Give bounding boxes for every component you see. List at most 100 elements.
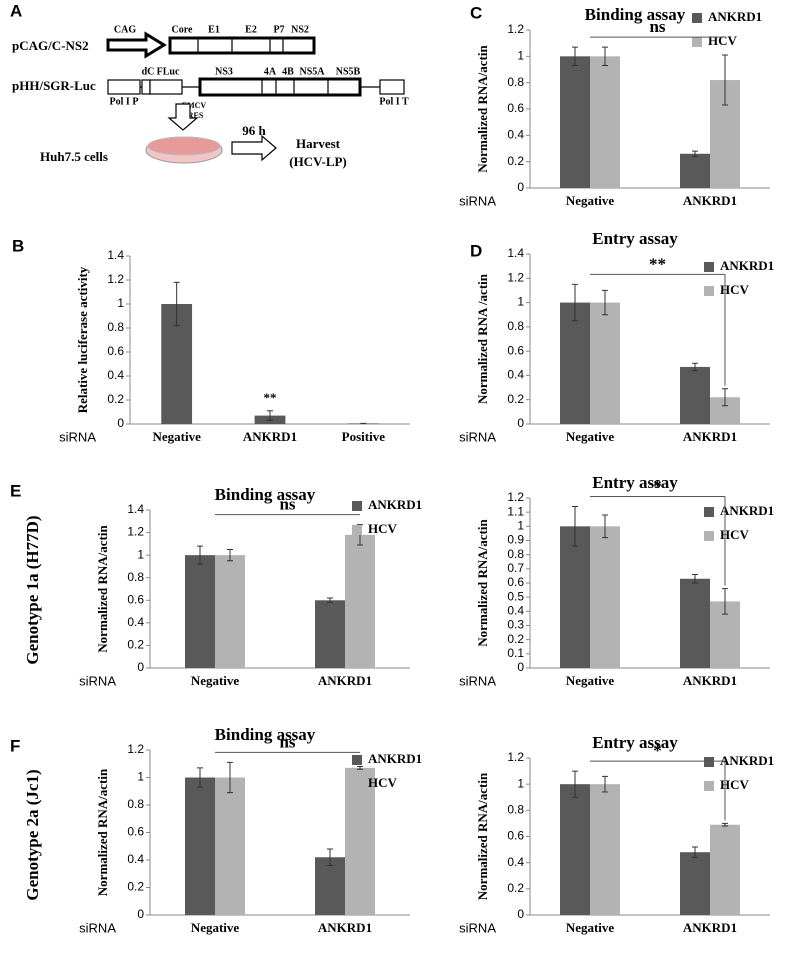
y-tick-label: 1.2 (507, 490, 524, 504)
y-tick-label: 1.2 (507, 270, 524, 284)
gene-label: P7 (273, 24, 284, 35)
y-tick-label: 1.2 (127, 742, 144, 756)
row-label: Genotype 2a (Jc1) (23, 769, 42, 900)
terminator-box (379, 79, 405, 95)
y-tick-label: 0.3 (507, 618, 524, 632)
x-tick-label: ANKRD1 (683, 920, 737, 935)
error-bar (572, 506, 578, 547)
panel-label: D (470, 241, 482, 260)
annotation: ns (279, 495, 295, 514)
y-tick-label: 0.7 (507, 561, 524, 575)
legend-swatch (692, 37, 702, 47)
y-axis-label: Normalized RNA/actin (475, 519, 490, 647)
y-tick-label: 0 (517, 180, 524, 194)
bar (590, 56, 620, 189)
error-bar (197, 767, 203, 788)
x-axis-label: siRNA (459, 429, 496, 444)
y-tick-label: 1 (117, 296, 124, 310)
error-bar (692, 150, 698, 157)
gene-label: 4B (282, 66, 294, 77)
chart: C Binding assay Normalized RNA/actin siRNA 0… (459, 3, 770, 208)
error-bar (173, 281, 180, 327)
gene-label: dC (142, 66, 155, 77)
y-tick-label: 0 (517, 660, 524, 674)
y-tick-label: 0.8 (507, 75, 524, 89)
error-bar (572, 770, 578, 798)
gene-box (168, 36, 316, 55)
y-axis-label: Normalized RNA/actin (475, 772, 490, 900)
y-tick-label: 0.4 (507, 604, 524, 618)
legend-label: HCV (708, 33, 738, 48)
error-bar (722, 822, 728, 827)
legend-label: HCV (720, 777, 750, 792)
y-tick-label: 0.1 (507, 646, 524, 660)
bar (345, 767, 375, 915)
bar (185, 555, 215, 668)
legend-label: ANKRD1 (720, 503, 774, 518)
annotation: ns (649, 17, 665, 36)
promoter-arrow (106, 31, 167, 59)
time-label: 96 h (242, 123, 266, 138)
gene-dividers (197, 38, 284, 53)
error-bar (572, 283, 578, 322)
y-tick-label: 0.9 (507, 533, 524, 547)
y-tick-label: 0.2 (507, 881, 524, 895)
y-tick-label: 0.6 (507, 575, 524, 589)
legend-label: ANKRD1 (368, 497, 422, 512)
plasmid-label: pCAG/C-NS2 (12, 38, 89, 53)
y-tick-label: 0.4 (507, 855, 524, 869)
chart-title: Entry assay (592, 733, 678, 752)
annotation: * (653, 741, 662, 760)
chart-title: Binding assay (215, 485, 316, 504)
panel-label: A (10, 1, 22, 20)
bar (560, 526, 590, 668)
legend-swatch (704, 262, 714, 272)
plasmid-label: pHH/SGR-Luc (12, 78, 96, 93)
y-tick-label: 1 (137, 770, 144, 784)
y-tick-label: 0.2 (107, 392, 124, 406)
error-bar (327, 848, 333, 866)
legend-label: HCV (368, 775, 398, 790)
down-arrow (167, 103, 199, 131)
gene-box (149, 79, 183, 95)
error-bar (327, 597, 333, 604)
legend-label: HCV (720, 527, 750, 542)
bar (315, 600, 345, 668)
y-axis-label: Relative luciferase activity (75, 266, 90, 413)
error-bar (722, 588, 728, 615)
y-tick-label: 0 (517, 416, 524, 430)
y-tick-label: 1 (517, 776, 524, 790)
bar (590, 302, 620, 424)
bar (560, 784, 590, 915)
legend-swatch (704, 531, 714, 541)
error-bar (267, 410, 273, 421)
y-tick-label: 0.2 (507, 154, 524, 168)
error-bar (602, 775, 608, 793)
y-tick-label: 0.2 (127, 880, 144, 894)
x-axis-label: siRNA (79, 673, 116, 688)
x-tick-label: Negative (191, 920, 240, 935)
annotation: ** (264, 390, 277, 405)
annotation: * (653, 476, 662, 495)
legend-swatch (704, 757, 714, 767)
y-tick-label: 0.6 (507, 343, 524, 357)
x-axis-label: siRNA (59, 429, 96, 444)
bar (590, 526, 620, 668)
error-bar (602, 514, 608, 539)
y-tick-label: 1.4 (507, 246, 524, 260)
y-axis-label: Normalized RNA/actin (475, 45, 490, 173)
y-tick-label: 0.8 (507, 547, 524, 561)
y-tick-label: 0.8 (507, 319, 524, 333)
y-tick-label: 0.8 (127, 797, 144, 811)
y-axis-label: Normalized RNA/actin (95, 525, 110, 653)
y-tick-label: 0.6 (127, 592, 144, 606)
bar (345, 534, 375, 668)
diagram: A pCAG/C-NS2 CAG Core E1 E2 P7 NS2 pHH/S… (10, 1, 409, 169)
error-bar (357, 766, 363, 770)
y-tick-label: 0.4 (507, 128, 524, 142)
gene-label: NS2 (291, 24, 309, 35)
y-tick-label: 1.2 (507, 22, 524, 36)
x-axis-label: siRNA (459, 673, 496, 688)
promoter-label: CAG (114, 24, 136, 35)
